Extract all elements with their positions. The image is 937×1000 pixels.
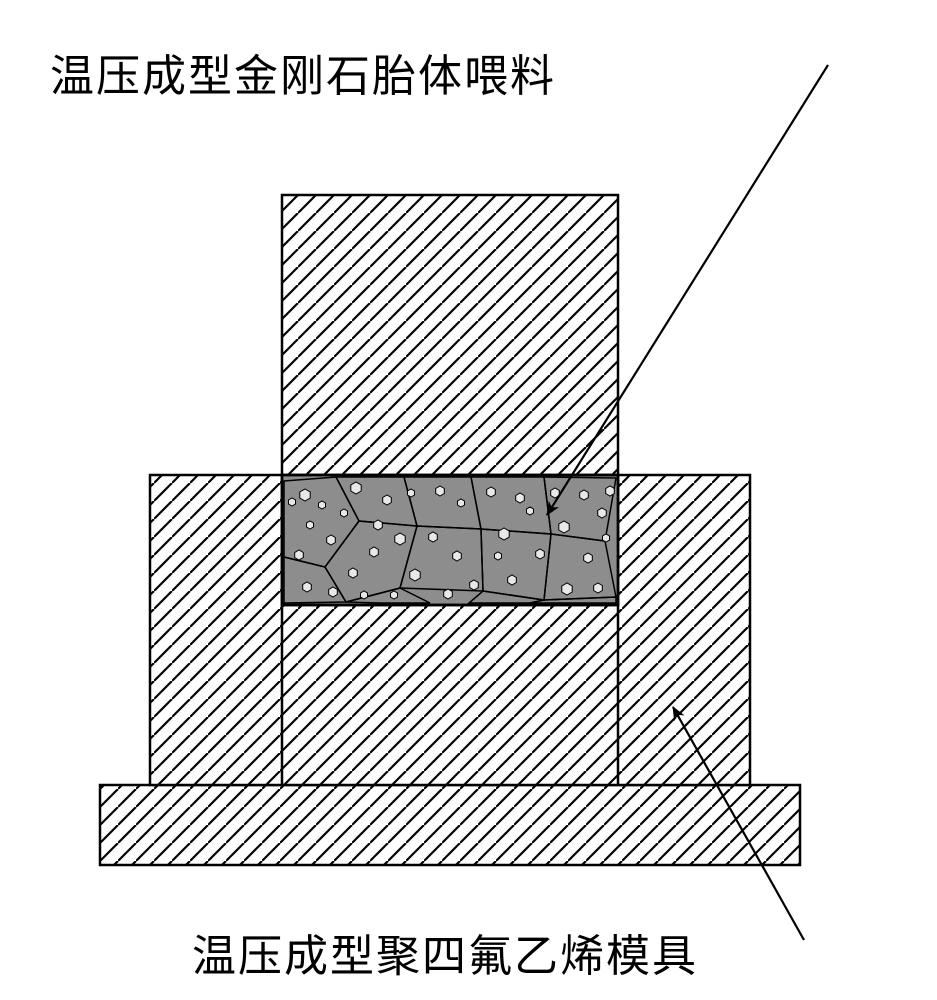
die-left	[150, 475, 282, 785]
bottom-label: 温压成型聚四氟乙烯模具	[192, 920, 698, 984]
punch	[282, 195, 618, 475]
bottom-label-text: 温压成型聚四氟乙烯模具	[192, 932, 698, 981]
die-below	[282, 605, 618, 785]
top-label-text: 温压成型金刚石胎体喂料	[50, 52, 556, 101]
mold-diagram	[100, 195, 837, 865]
base-plate	[100, 785, 800, 865]
die-right	[618, 475, 750, 785]
top-label: 温压成型金刚石胎体喂料	[50, 40, 556, 104]
